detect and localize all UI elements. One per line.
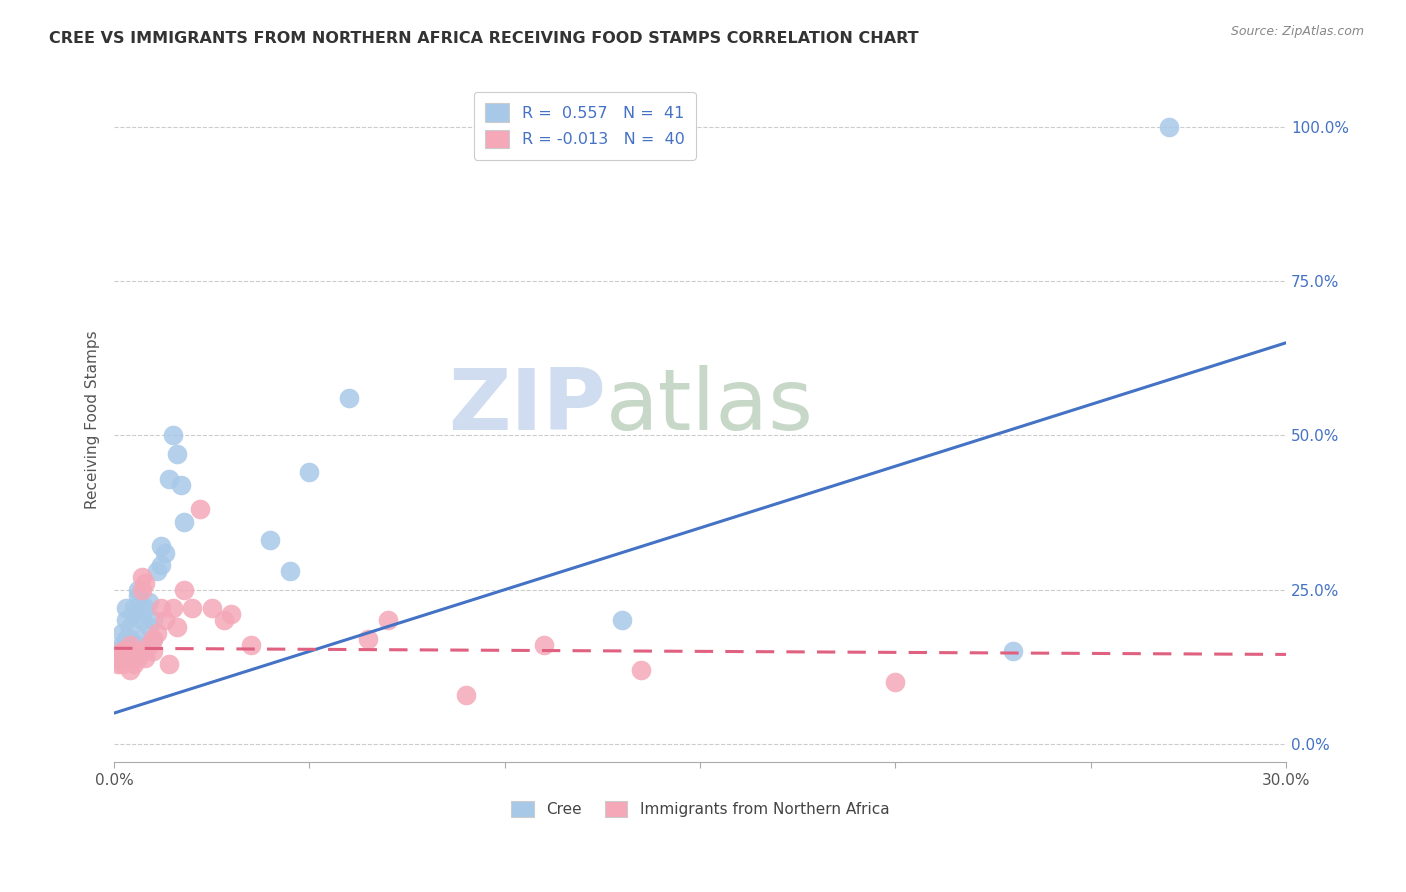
Point [107,650,129,665]
Text: CREE VS IMMIGRANTS FROM NORTHERN AFRICA RECEIVING FOOD STAMPS CORRELATION CHART: CREE VS IMMIGRANTS FROM NORTHERN AFRICA … [49,31,920,46]
Point [239,638,262,652]
Point [169,477,191,491]
Point [884,675,907,690]
Point [118,663,141,677]
Point [142,632,165,646]
Point [118,632,141,646]
Point [1157,120,1180,134]
Point [127,589,149,603]
Point [142,614,165,628]
Y-axis label: Receiving Food Stamps: Receiving Food Stamps [86,331,100,509]
Point [142,644,165,658]
Legend: Cree, Immigrants from Northern Africa: Cree, Immigrants from Northern Africa [505,795,896,823]
Point [131,570,153,584]
Point [122,650,145,665]
Point [162,601,184,615]
Point [115,650,138,665]
Point [118,650,141,665]
Point [166,620,188,634]
Point [153,614,176,628]
Point [115,632,138,646]
Point [337,392,360,406]
Point [173,582,195,597]
Point [142,632,165,646]
Point [1001,644,1024,658]
Point [134,576,156,591]
Point [162,428,184,442]
Point [131,614,153,628]
Point [118,620,141,634]
Point [115,614,138,628]
Point [533,638,555,652]
Point [122,607,145,622]
Point [630,663,652,677]
Point [201,601,224,615]
Point [138,638,160,652]
Point [259,533,281,548]
Point [138,595,160,609]
Point [127,650,149,665]
Point [122,650,145,665]
Point [173,515,195,529]
Text: atlas: atlas [606,365,814,448]
Point [122,644,145,658]
Point [188,502,211,516]
Point [122,657,145,671]
Point [111,644,134,658]
Point [111,625,134,640]
Point [150,540,173,554]
Point [107,644,129,658]
Point [157,472,180,486]
Point [278,564,301,578]
Point [221,607,243,622]
Point [150,601,173,615]
Point [127,638,149,652]
Point [118,644,141,658]
Point [115,650,138,665]
Text: Source: ZipAtlas.com: Source: ZipAtlas.com [1230,25,1364,38]
Point [131,582,153,597]
Point [115,644,138,658]
Point [111,657,134,671]
Point [138,620,160,634]
Point [118,638,141,652]
Point [107,657,129,671]
Point [146,625,169,640]
Point [377,614,399,628]
Point [134,601,156,615]
Text: ZIP: ZIP [449,365,606,448]
Point [146,564,169,578]
Point [122,601,145,615]
Point [298,466,321,480]
Point [454,688,477,702]
Point [157,657,180,671]
Point [610,614,633,628]
Point [181,601,204,615]
Point [115,601,138,615]
Point [153,546,176,560]
Point [357,632,380,646]
Point [107,650,129,665]
Point [134,650,156,665]
Point [212,614,235,628]
Point [166,447,188,461]
Point [150,558,173,572]
Point [127,582,149,597]
Point [131,632,153,646]
Point [134,644,156,658]
Point [111,638,134,652]
Point [127,644,149,658]
